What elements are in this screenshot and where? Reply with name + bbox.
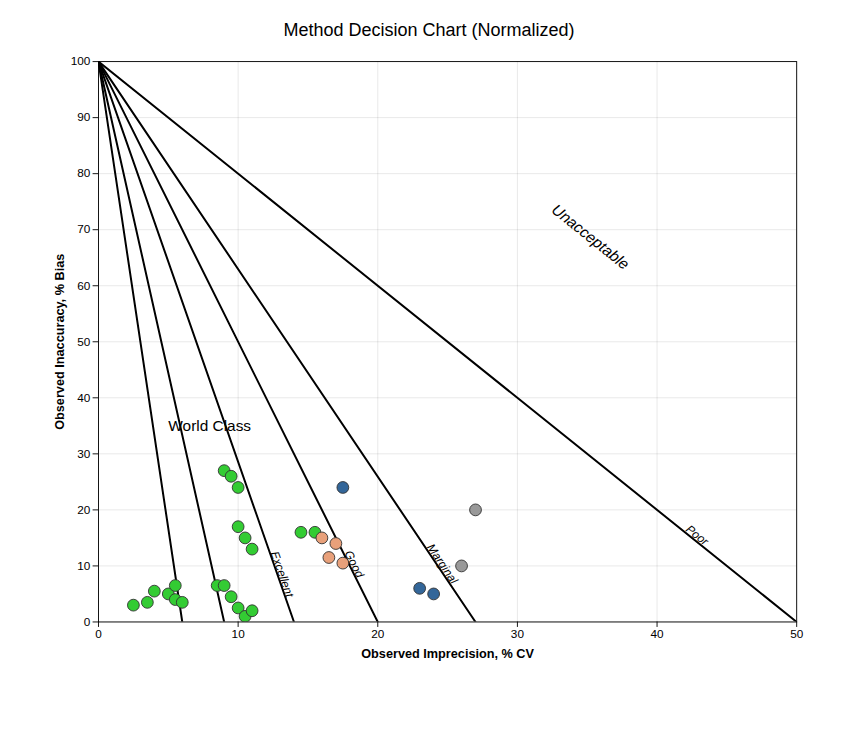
html-text:Method Decision Chart (Normali: Method Decision Chart (Normalized)	[283, 20, 575, 40]
svg-text:20: 20	[371, 627, 385, 640]
svg-text:60: 60	[77, 279, 91, 292]
svg-text:30: 30	[77, 447, 91, 460]
svg-text:30: 30	[511, 627, 525, 640]
svg-text:10: 10	[77, 559, 91, 572]
svg-text:Poor: Poor	[684, 522, 712, 548]
svg-text:Excellent: Excellent	[269, 549, 297, 599]
svg-text:100: 100	[71, 54, 91, 67]
svg-text:Observed Imprecision, % CV: Observed Imprecision, % CV	[361, 647, 534, 661]
svg-text:50: 50	[77, 335, 91, 348]
svg-text:Marginal: Marginal	[425, 541, 461, 586]
svg-text:40: 40	[651, 627, 665, 640]
svg-text:50: 50	[790, 627, 804, 640]
svg-text:Unacceptable: Unacceptable	[549, 201, 633, 273]
svg-text:0: 0	[95, 627, 102, 640]
svg-text:80: 80	[77, 166, 91, 179]
svg-text:40: 40	[77, 391, 91, 404]
svg-text:Observed Inaccuracy, % Bias: Observed Inaccuracy, % Bias	[53, 254, 67, 430]
svg-text:Good: Good	[342, 548, 367, 580]
svg-text:70: 70	[77, 222, 91, 235]
svg-text:20: 20	[77, 503, 91, 516]
svg-text:90: 90	[77, 110, 91, 123]
svg-text:0: 0	[84, 615, 91, 628]
svg-text:10: 10	[232, 627, 246, 640]
svg-text:World Class: World Class	[168, 417, 251, 434]
